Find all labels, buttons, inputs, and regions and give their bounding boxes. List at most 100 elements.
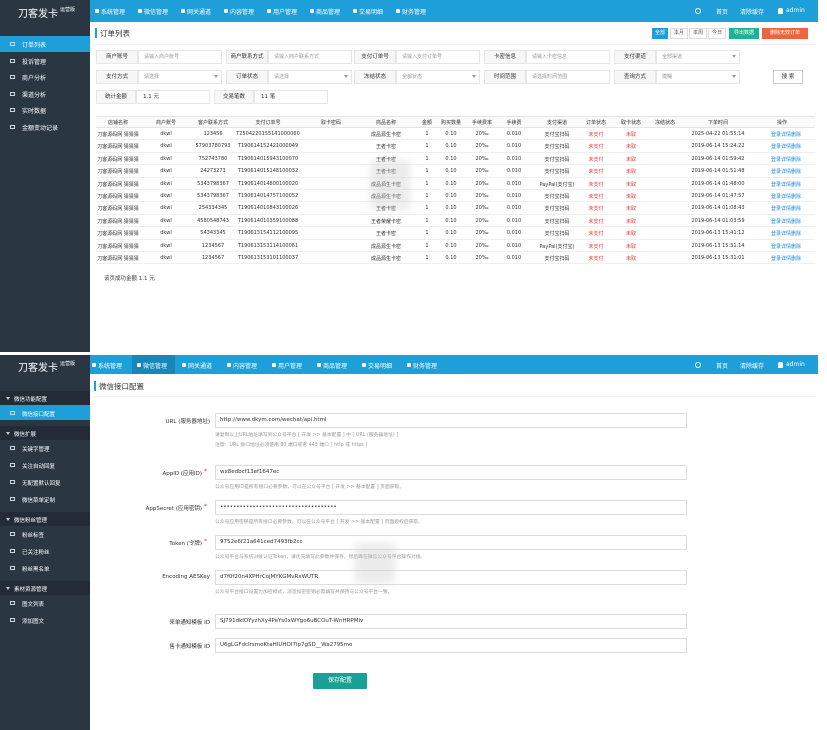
nav-item[interactable]: 财务管理 [413,362,438,370]
sidebar-item[interactable]: 投诉管理 [22,58,47,66]
filter-input[interactable]: 请选择时间范围 [526,70,610,84]
nav-item[interactable]: 商品管理 [323,362,348,370]
nav-item[interactable]: 用户管理 [278,362,303,370]
row-action[interactable]: 登录 [771,231,782,238]
nav-right-item[interactable]: 首页 [716,9,729,16]
sidebar-group-label[interactable]: 微信功能配置 [14,397,48,403]
sidebar-item[interactable]: 已关注粉丝 [22,550,50,556]
row-action[interactable]: 详情 [781,181,792,188]
filter-input[interactable]: 模糊 [656,70,740,84]
button[interactable]: 删除无效订单 [762,28,808,39]
row-action[interactable]: 详情 [781,256,792,262]
row-action[interactable]: 登录 [771,156,782,163]
field-input[interactable]: http://www.dkym.com/wechat/api.html [215,413,687,428]
sidebar-group-label[interactable]: 素材资源管理 [14,587,48,593]
row-action[interactable]: 登录 [771,256,782,262]
button[interactable]: 本周 [689,28,707,39]
nav-item[interactable]: 交易明细 [368,362,393,370]
row-action[interactable]: 删除 [791,243,802,250]
sidebar-item[interactable]: 粉丝标签 [22,533,45,539]
row-action[interactable]: 详情 [781,132,792,138]
button[interactable]: 全部 [652,28,668,39]
filter-input[interactable]: 请输入商户账号 [138,50,222,64]
sidebar-item[interactable]: 订单列表 [22,42,47,49]
row-action[interactable]: 删除 [791,218,802,225]
filter-input[interactable]: 请输入卡密信息 [526,50,610,64]
sidebar-item[interactable]: 添加图文 [22,619,45,625]
row-action[interactable]: 登录 [771,144,782,151]
nav-item[interactable]: 用户管理 [273,9,298,16]
nav-right-item[interactable]: admin [786,7,805,14]
filter-input[interactable]: 请输入支付订单号 [396,50,480,64]
button[interactable]: 导出数据 [729,28,759,39]
row-action[interactable]: 详情 [781,231,792,238]
filter-input[interactable]: 全部状态 [396,70,480,84]
nav-item[interactable]: 内容管理 [230,9,255,16]
row-action[interactable]: 删除 [791,144,802,151]
nav-item[interactable]: 交易明细 [359,9,384,16]
filter-input[interactable]: 全部渠道 [656,50,740,64]
sidebar-item[interactable]: 微信接口配置 [22,412,56,418]
sidebar-item[interactable]: 粉丝黑名单 [22,567,50,573]
row-action[interactable]: 删除 [791,181,802,188]
refresh-icon[interactable] [695,8,701,14]
nav-item[interactable]: 网关通道 [187,9,212,16]
refresh-icon[interactable] [695,361,701,368]
nav-item[interactable]: 财务管理 [402,9,427,16]
nav-item[interactable]: 系统管理 [101,9,126,16]
row-action[interactable]: 详情 [781,156,792,163]
row-action[interactable]: 详情 [781,243,792,250]
row-action[interactable]: 登录 [771,218,782,225]
row-action[interactable]: 登录 [771,181,782,188]
sidebar-item[interactable]: 关注自动回复 [22,464,56,470]
row-action[interactable]: 删除 [791,256,802,262]
nav-item[interactable]: 系统管理 [98,362,123,370]
nav-item[interactable]: 网关通道 [188,362,213,370]
nav-item[interactable]: 内容管理 [233,362,258,370]
field-input[interactable]: U6gLGFdcIrsmoKtaHIUHOI7lp7gSD__Wa2795mo [215,638,687,653]
row-action[interactable]: 详情 [781,206,792,213]
nav-right-item[interactable]: 首页 [716,362,729,370]
row-action[interactable]: 详情 [781,218,792,225]
sidebar-group-label[interactable]: 微信扩展 [14,432,37,438]
row-action[interactable]: 登录 [771,206,782,213]
row-action[interactable]: 登录 [771,194,782,200]
row-action[interactable]: 删除 [791,194,802,200]
sidebar-item[interactable]: 商户分析 [22,75,47,82]
nav-right-item[interactable]: 清除缓存 [740,9,765,16]
field-input[interactable]: 9752e6f21a641ced7493fb2cc [215,535,687,550]
row-action[interactable]: 删除 [791,132,802,138]
nav-item[interactable]: 商品管理 [316,9,341,16]
sidebar-item[interactable]: 渠道分析 [22,91,47,99]
search-button[interactable]: 搜 索 [773,70,803,84]
sidebar-item[interactable]: 无配置默认回复 [22,481,61,487]
row-action[interactable]: 登录 [771,243,782,250]
row-action[interactable]: 详情 [781,144,792,151]
filter-input[interactable]: 请输入商户联系方式 [268,50,352,64]
sidebar-item[interactable]: 微信菜单定制 [22,498,56,504]
filter-input[interactable]: 请选择 [268,70,352,84]
row-action[interactable]: 删除 [791,169,802,176]
row-action[interactable]: 删除 [791,206,802,213]
button[interactable]: 今日 [708,28,726,39]
sidebar-item[interactable]: 关键字管理 [22,447,50,453]
field-input[interactable]: SJ791dkIOYyzhXy4PeYs0xWYgo6uBCOuT-WnHRPM… [215,614,687,629]
field-input[interactable]: wx8edbcf13ef1647ec [215,465,687,480]
field-input[interactable]: •••••••••••••••••••••••••••••••••••• [215,500,687,515]
sidebar-item[interactable]: 实时数据 [22,108,47,115]
row-action[interactable]: 删除 [791,156,802,163]
filter-input[interactable]: 请选择 [138,70,222,84]
row-action[interactable]: 详情 [781,194,792,200]
row-action[interactable]: 删除 [791,231,802,238]
row-action[interactable]: 登录 [771,169,782,176]
button[interactable]: 本月 [670,28,688,39]
save-button[interactable]: 保存配置 [313,673,367,689]
nav-right-item[interactable]: admin [786,360,805,368]
field-input[interactable]: d7f0f20n4XPHrCojMYKGMvRxWUTR [215,570,687,585]
nav-right-item[interactable]: 清除缓存 [740,362,765,370]
row-action[interactable]: 详情 [781,169,792,176]
nav-item[interactable]: 微信管理 [143,362,168,370]
sidebar-item[interactable]: 金额变动记录 [22,124,59,132]
row-action[interactable]: 登录 [771,132,782,138]
sidebar-item[interactable]: 图文列表 [22,602,45,608]
